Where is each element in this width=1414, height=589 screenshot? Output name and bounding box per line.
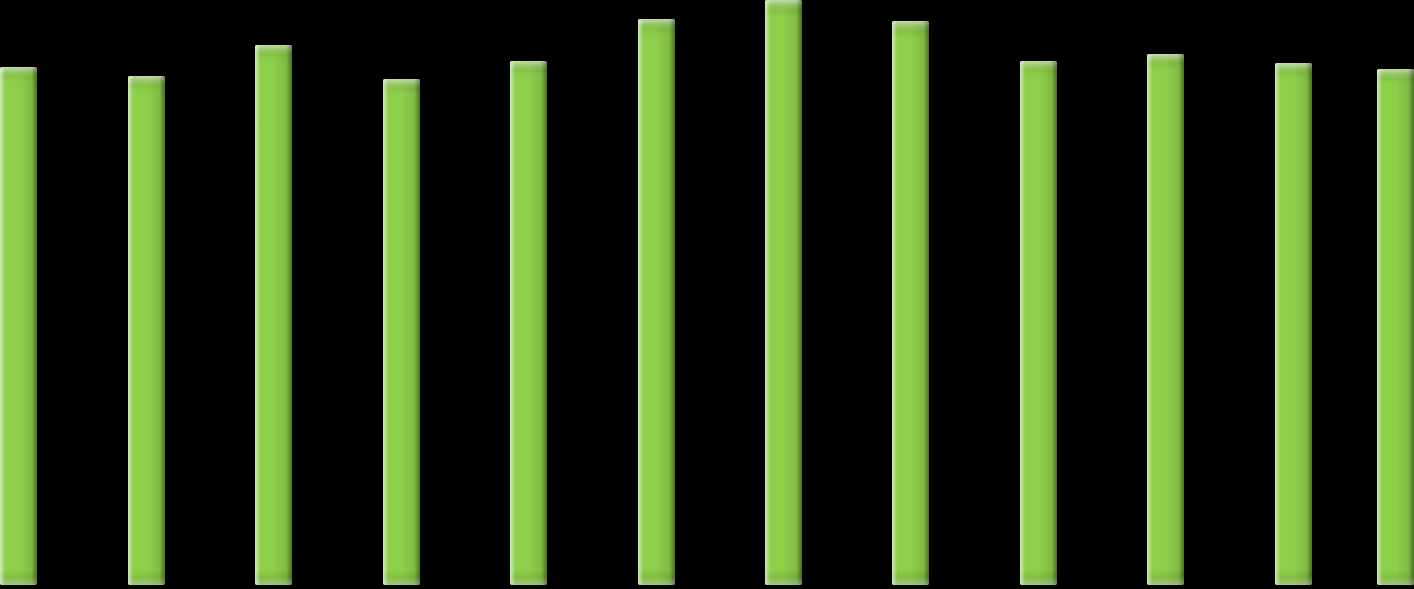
bar-bevel-left: [1275, 63, 1281, 585]
bar-bevel-left: [1147, 54, 1153, 585]
bar: [383, 79, 420, 585]
bar-bevel-right: [159, 76, 165, 585]
bar-bevel-left: [892, 21, 898, 585]
bar-bevel-top: [1377, 69, 1414, 79]
bar-bevel-top: [128, 76, 165, 86]
bar-body: [765, 0, 802, 585]
bar-chart: [0, 0, 1414, 589]
bar: [765, 0, 802, 585]
bar-body: [383, 79, 420, 585]
bar-bevel-right: [796, 0, 802, 585]
bar: [1377, 69, 1414, 585]
bar-body: [1020, 61, 1057, 585]
bar-body: [1147, 54, 1184, 585]
bar-bevel-left: [0, 67, 6, 585]
bar-bevel-top: [255, 45, 292, 55]
bar-bevel-left: [255, 45, 261, 585]
bar: [892, 21, 929, 585]
bar-body: [892, 21, 929, 585]
bar-body: [638, 19, 675, 585]
bar-bevel-bottom: [1020, 577, 1057, 585]
bar: [1275, 63, 1312, 585]
bar-body: [510, 61, 547, 585]
bar-body: [255, 45, 292, 585]
bar-body: [128, 76, 165, 585]
bar: [510, 61, 547, 585]
bar-body: [1275, 63, 1312, 585]
bar-bevel-right: [1408, 69, 1414, 585]
bar: [1020, 61, 1057, 585]
bar: [0, 67, 37, 585]
bar-bevel-right: [541, 61, 547, 585]
bar-bevel-right: [286, 45, 292, 585]
bar: [638, 19, 675, 585]
bar-bevel-bottom: [638, 577, 675, 585]
bar-bevel-left: [1377, 69, 1383, 585]
bar-bevel-right: [669, 19, 675, 585]
bar-bevel-top: [510, 61, 547, 71]
bar-bevel-left: [510, 61, 516, 585]
bar-bevel-top: [1275, 63, 1312, 73]
bar-bevel-bottom: [765, 577, 802, 585]
bar: [255, 45, 292, 585]
bar-bevel-right: [1306, 63, 1312, 585]
bar-body: [0, 67, 37, 585]
bar-bevel-left: [1020, 61, 1026, 585]
bar-bevel-left: [383, 79, 389, 585]
bar-bevel-bottom: [0, 577, 37, 585]
bar-bevel-right: [1051, 61, 1057, 585]
bar-bevel-right: [1178, 54, 1184, 585]
bar-bevel-bottom: [1377, 577, 1414, 585]
bar-bevel-bottom: [510, 577, 547, 585]
bar-bevel-top: [0, 67, 37, 77]
bar-bevel-top: [765, 0, 802, 10]
bar-bevel-left: [638, 19, 644, 585]
bar-bevel-bottom: [1275, 577, 1312, 585]
bar-bevel-bottom: [128, 577, 165, 585]
bar-bevel-top: [383, 79, 420, 89]
bar-bevel-bottom: [383, 577, 420, 585]
bar-body: [1377, 69, 1414, 585]
bar-bevel-right: [414, 79, 420, 585]
bar-bevel-left: [128, 76, 134, 585]
bar-bevel-left: [765, 0, 771, 585]
bar-bevel-top: [638, 19, 675, 29]
bar: [1147, 54, 1184, 585]
bar-bevel-top: [1020, 61, 1057, 71]
bar-bevel-bottom: [255, 577, 292, 585]
bar-bevel-bottom: [892, 577, 929, 585]
bar-bevel-top: [892, 21, 929, 31]
bar: [128, 76, 165, 585]
bar-bevel-top: [1147, 54, 1184, 64]
bar-bevel-right: [923, 21, 929, 585]
bar-bevel-bottom: [1147, 577, 1184, 585]
bar-bevel-right: [31, 67, 37, 585]
